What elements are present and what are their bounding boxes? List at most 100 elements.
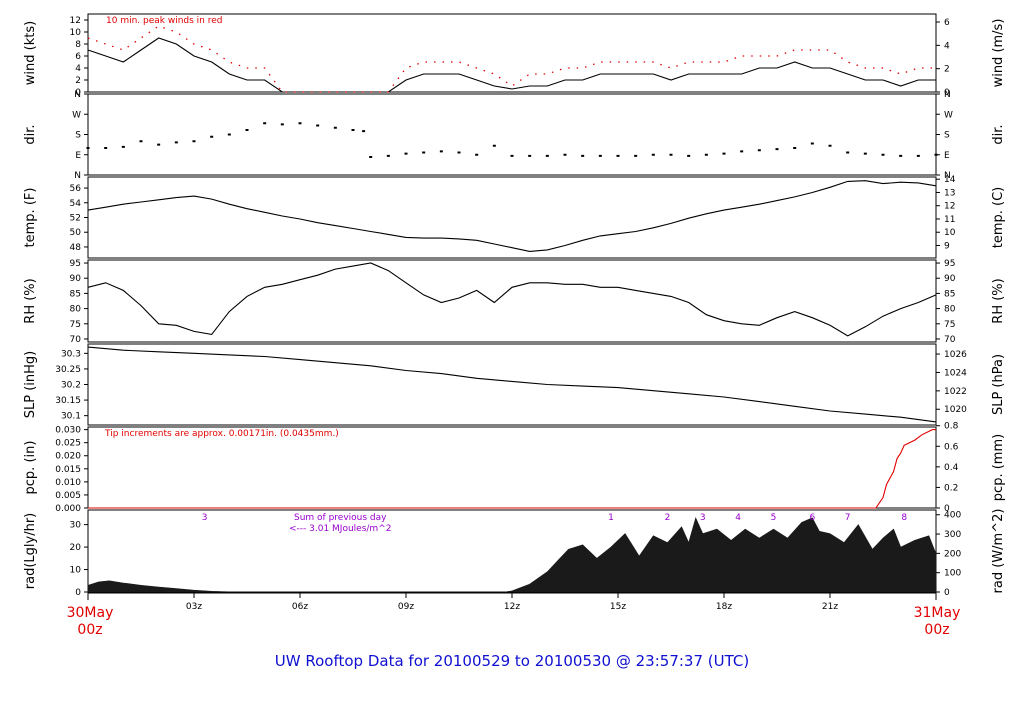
sea-level-pressure-tick-label-left: 30.15 <box>55 396 81 406</box>
direction-point <box>581 154 585 157</box>
sea-level-pressure-series-line <box>87 346 937 423</box>
time-tick-label: 09z <box>398 602 414 612</box>
time-tick-label: 06z <box>292 602 308 612</box>
relative-humidity-series-line <box>87 262 937 337</box>
precipitation-tick-label-left: 0.005 <box>55 491 81 501</box>
direction-point <box>263 122 267 125</box>
radiation-tick-label-left: 20 <box>70 543 82 553</box>
direction-point <box>404 152 408 155</box>
wind-tick-label-left: 4 <box>75 64 81 74</box>
temperature-series-line <box>87 180 937 252</box>
direction-point <box>492 144 496 147</box>
direction-point <box>934 153 938 156</box>
direction-point <box>475 153 479 156</box>
precipitation-series-line <box>88 429 936 509</box>
relative-humidity-frame <box>87 259 937 343</box>
wind-tick-label-right: 6 <box>944 18 950 28</box>
relative-humidity-tick-label-left: 90 <box>70 274 82 284</box>
temperature-tick-label-left: 50 <box>70 228 82 238</box>
wind-tick-label-left: 0 <box>75 88 81 98</box>
radiation-hour-marker: 2 <box>665 513 671 523</box>
direction-point <box>457 151 461 154</box>
sea-level-pressure-frame <box>87 343 937 426</box>
relative-humidity-tick-label-left: 85 <box>70 289 81 299</box>
direction-point <box>616 154 620 157</box>
precipitation-panel: pcp. (in) pcp. (mm) 0.000 0.005 0.010 0.015 0.… <box>23 422 1006 514</box>
relative-humidity-tick-label-left: 70 <box>70 335 82 345</box>
direction-point <box>351 129 355 131</box>
dir-tick-label-left: N <box>74 171 81 181</box>
direction-point <box>386 154 390 157</box>
dir-tick-label-right: N <box>944 171 951 181</box>
temperature-tick-label-right: 11 <box>944 215 955 225</box>
temperature-tick-label-right: 9 <box>944 241 950 251</box>
dir-tick-label-left: N <box>74 90 81 100</box>
radiation-hour-marker: 3 <box>700 513 706 523</box>
direction-panel: dir. dir.N NE ES SW WN N <box>23 90 1006 181</box>
precipitation-tick-label-right: 0.6 <box>944 442 959 452</box>
temperature-tick-label-left: 56 <box>70 184 82 194</box>
wind-tick-label-left: 8 <box>75 40 81 50</box>
wind-tick-label-left: 10 <box>70 28 82 38</box>
temperature-tick-label-left: 52 <box>70 214 81 224</box>
direction-point <box>333 126 337 129</box>
dir-tick-label-left: E <box>75 151 81 161</box>
radiation-hour-marker: 5 <box>771 513 777 523</box>
precipitation-frame <box>87 426 937 509</box>
time-tick-label: 18z <box>716 602 732 612</box>
precipitation-tick-label-right: 0.2 <box>944 483 958 493</box>
time-tick-label: 21z <box>822 602 838 612</box>
sea-level-pressure-ylabel-left: SLP (inHg) <box>23 351 38 419</box>
sea-level-pressure-tick-label-left: 30.1 <box>61 412 81 422</box>
radiation-tick-label-right: 200 <box>944 549 961 559</box>
radiation-daily-sum-label: Sum of previous day <box>294 513 387 523</box>
direction-point <box>704 153 708 156</box>
temperature-tick-label-right: 14 <box>944 175 956 185</box>
direction-point <box>828 144 832 147</box>
direction-frame <box>87 93 937 176</box>
direction-ylabel-right: dir. <box>991 124 1006 144</box>
direction-point <box>846 151 850 154</box>
precipitation-ylabel-right: pcp. (mm) <box>991 434 1006 501</box>
relative-humidity-tick-label-left: 95 <box>70 259 81 269</box>
direction-point <box>227 133 231 136</box>
direction-point <box>139 140 143 143</box>
direction-point <box>510 154 514 157</box>
wind-ylabel-right: wind (m/s) <box>991 19 1006 88</box>
direction-point <box>863 152 867 155</box>
sea-level-pressure-panel: SLP (inHg) SLP (hPa) 30.1 30.15 30.2 30.25 30.… <box>23 343 1006 426</box>
relative-humidity-tick-label-left: 75 <box>70 320 81 330</box>
end-time-label: 00z <box>924 622 949 638</box>
direction-point <box>634 154 638 157</box>
sea-level-pressure-tick-label-right: 1020 <box>944 405 967 415</box>
start-date-label: 30May <box>67 605 114 621</box>
sea-level-pressure-tick-label-right: 1024 <box>944 368 967 378</box>
dir-tick-label-right: N <box>944 90 951 100</box>
start-time-label: 00z <box>77 622 102 638</box>
radiation-hour-marker: 1 <box>608 513 614 523</box>
radiation-tick-label-left: 10 <box>70 566 82 576</box>
direction-point <box>362 130 366 133</box>
direction-point <box>881 153 885 156</box>
radiation-tick-label-right: 0 <box>944 588 950 598</box>
sea-level-pressure-tick-label-left: 30.3 <box>61 349 81 359</box>
direction-point <box>722 152 726 155</box>
direction-point <box>740 150 744 153</box>
precipitation-tick-label-left: 0.015 <box>55 465 81 475</box>
direction-point <box>651 153 655 156</box>
precipitation-tick-label-left: 0.010 <box>55 478 81 488</box>
relative-humidity-tick-label-right: 75 <box>944 320 955 330</box>
radiation-hour-marker: 6 <box>809 513 815 523</box>
wind-tick-label-right: 2 <box>944 65 950 75</box>
radiation-area <box>87 517 937 593</box>
time-tick-label: 12z <box>504 602 520 612</box>
temperature-ylabel-left: temp. (F) <box>23 188 38 248</box>
end-date-label: 31May <box>914 605 961 621</box>
precipitation-tick-label-left: 0.020 <box>55 452 81 462</box>
relative-humidity-ylabel-left: RH (%) <box>23 278 38 323</box>
direction-point <box>422 151 426 154</box>
